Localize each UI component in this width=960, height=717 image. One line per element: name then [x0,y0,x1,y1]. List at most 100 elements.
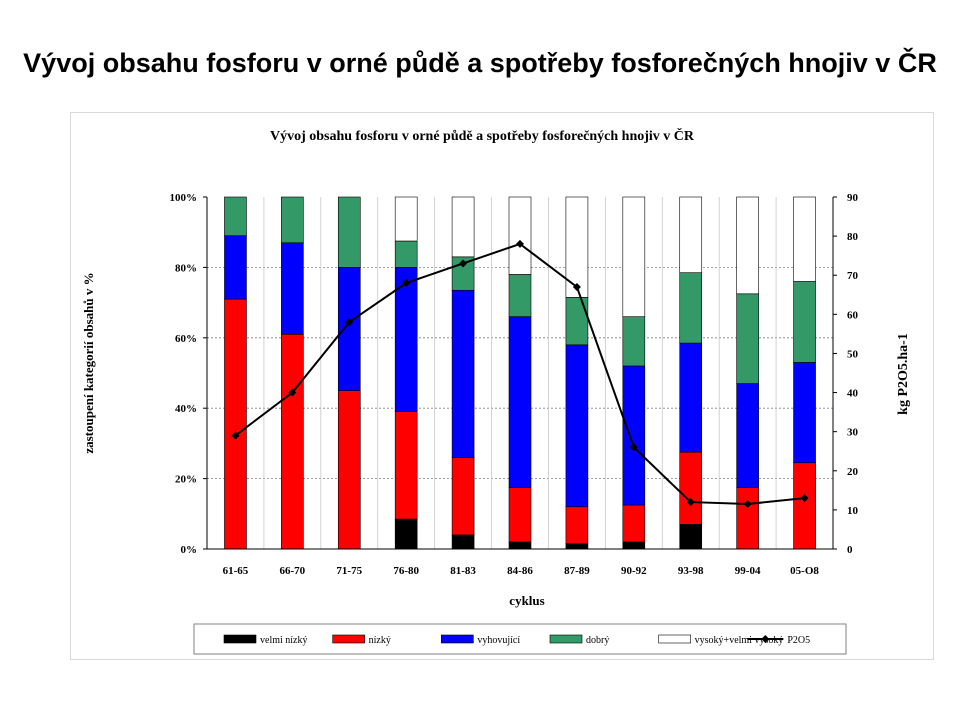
x-tick-label: 99-04 [735,565,761,577]
bar-segment [508,274,532,317]
x-tick-label: 90-92 [621,565,647,577]
y2-tick-label: 10 [847,505,859,517]
chart-frame: Vývoj obsahu fosforu v orné půdě a spotř… [70,112,934,660]
y-tick-label: 60% [175,333,197,345]
bar-segment [565,344,589,508]
chart-title: Vývoj obsahu fosforu v orné půdě a spotř… [270,127,695,144]
bar-segment [508,541,532,550]
bar-segment [508,487,532,543]
legend: velmi nízký nízký vyhovující dobrý vysoký+ve… [193,623,847,655]
y2-tick-label: 80 [847,231,859,243]
p2o5-point [686,498,695,507]
legend-swatch [549,634,583,644]
y2-tick-label: 40 [847,388,859,400]
axes: 0% 20% 40% 60% 80% 100% 61-65 66-70 71-75 76-80 81… [170,192,859,577]
bar-segment [622,541,646,550]
bar-segment [224,298,247,550]
bar-segment [793,462,816,550]
bar-segment [451,289,475,458]
x-tick-label: 61-65 [223,565,249,577]
legend-line-marker [761,635,770,643]
y-tick-label: 100% [170,192,198,204]
p2o5-point [288,388,297,397]
bar-segment [736,293,759,384]
bar-segment [622,316,646,367]
x-tick-label: 76-80 [393,565,419,577]
bar-segment [394,518,418,550]
y-tick-label: 0% [181,544,198,556]
legend-label: P2O5 [787,635,810,646]
bars [224,196,816,550]
bar-segment [679,524,703,550]
bar-segment [281,333,304,550]
y-tick-label: 20% [175,474,197,486]
x-tick-label: 66-70 [280,565,306,577]
y2-tick-label: 70 [847,270,859,282]
slide-title: Vývoj obsahu fosforu v orné půdě a spotř… [23,48,937,78]
p2o5-point [231,431,240,440]
legend-label: vysoký+velmi vysoký [695,635,784,646]
bar-segment [394,196,418,242]
x-tick-label: 71-75 [336,565,362,577]
p2o5-point [402,279,411,288]
y2-tick-label: 90 [847,192,859,204]
bar-segment [337,390,361,550]
p2o5-point [629,443,638,452]
bar-segment [565,506,589,545]
bar-segment [508,316,532,488]
bar-segment [224,196,247,237]
bar-segment [736,383,759,488]
bar-segment [281,196,304,244]
legend-label: dobrý [586,635,609,646]
bar-segment [565,297,589,346]
x-axis-label: cyklus [509,593,544,608]
y2-axis-label: kg P2O5.ha-1 [896,333,911,415]
legend-swatch [332,634,365,644]
p2o5-point [459,259,468,268]
p2o5-point [572,282,581,291]
x-tick-label: 05-O8 [790,565,819,577]
bar-segment [679,451,703,525]
y2-tick-label: 20 [847,466,859,478]
y2-tick-label: 0 [847,544,853,556]
gridlines [206,197,834,549]
bar-segment [337,267,361,391]
p2o5-point [800,494,809,503]
stacked-bar-line-chart: Vývoj obsahu fosforu v orné půdě a spotř… [81,127,911,655]
bar-segment [508,196,532,275]
x-tick-label: 93-98 [678,565,704,577]
y-axis-label: zastoupení kategorií obsahů v % [81,272,96,453]
bar-segment [736,196,759,295]
legend-label: nízký [369,635,391,646]
legend-swatch [223,634,257,644]
legend-label: vyhovující [477,635,520,646]
y2-tick-label: 30 [847,427,859,439]
bar-segment [451,534,475,550]
y-tick-label: 40% [175,403,197,415]
legend-swatch [658,634,691,644]
bar-segment [337,196,361,268]
legend-swatch [441,634,474,644]
legend-box [193,623,847,655]
bar-segment [394,411,418,520]
bar-segment [622,196,646,317]
x-tick-label: 87-89 [564,565,590,577]
bar-segment [793,196,816,282]
bar-segment [565,543,589,550]
bar-segment [736,487,759,550]
bar-segment [622,365,646,506]
bar-segment [679,342,703,453]
bar-segment [679,196,703,273]
y-tick-label: 80% [175,262,197,274]
bar-segment [793,281,816,363]
x-tick-label: 84-86 [507,565,533,577]
x-tick-label: 81-83 [450,565,476,577]
bar-segment [281,242,304,335]
bar-segment [451,196,475,258]
bar-segment [451,457,475,536]
legend-label: velmi nízký [260,635,308,646]
bar-segment [793,362,816,464]
bar-segment [565,196,589,298]
bar-segment [622,504,646,543]
p2o5-point [743,500,752,509]
